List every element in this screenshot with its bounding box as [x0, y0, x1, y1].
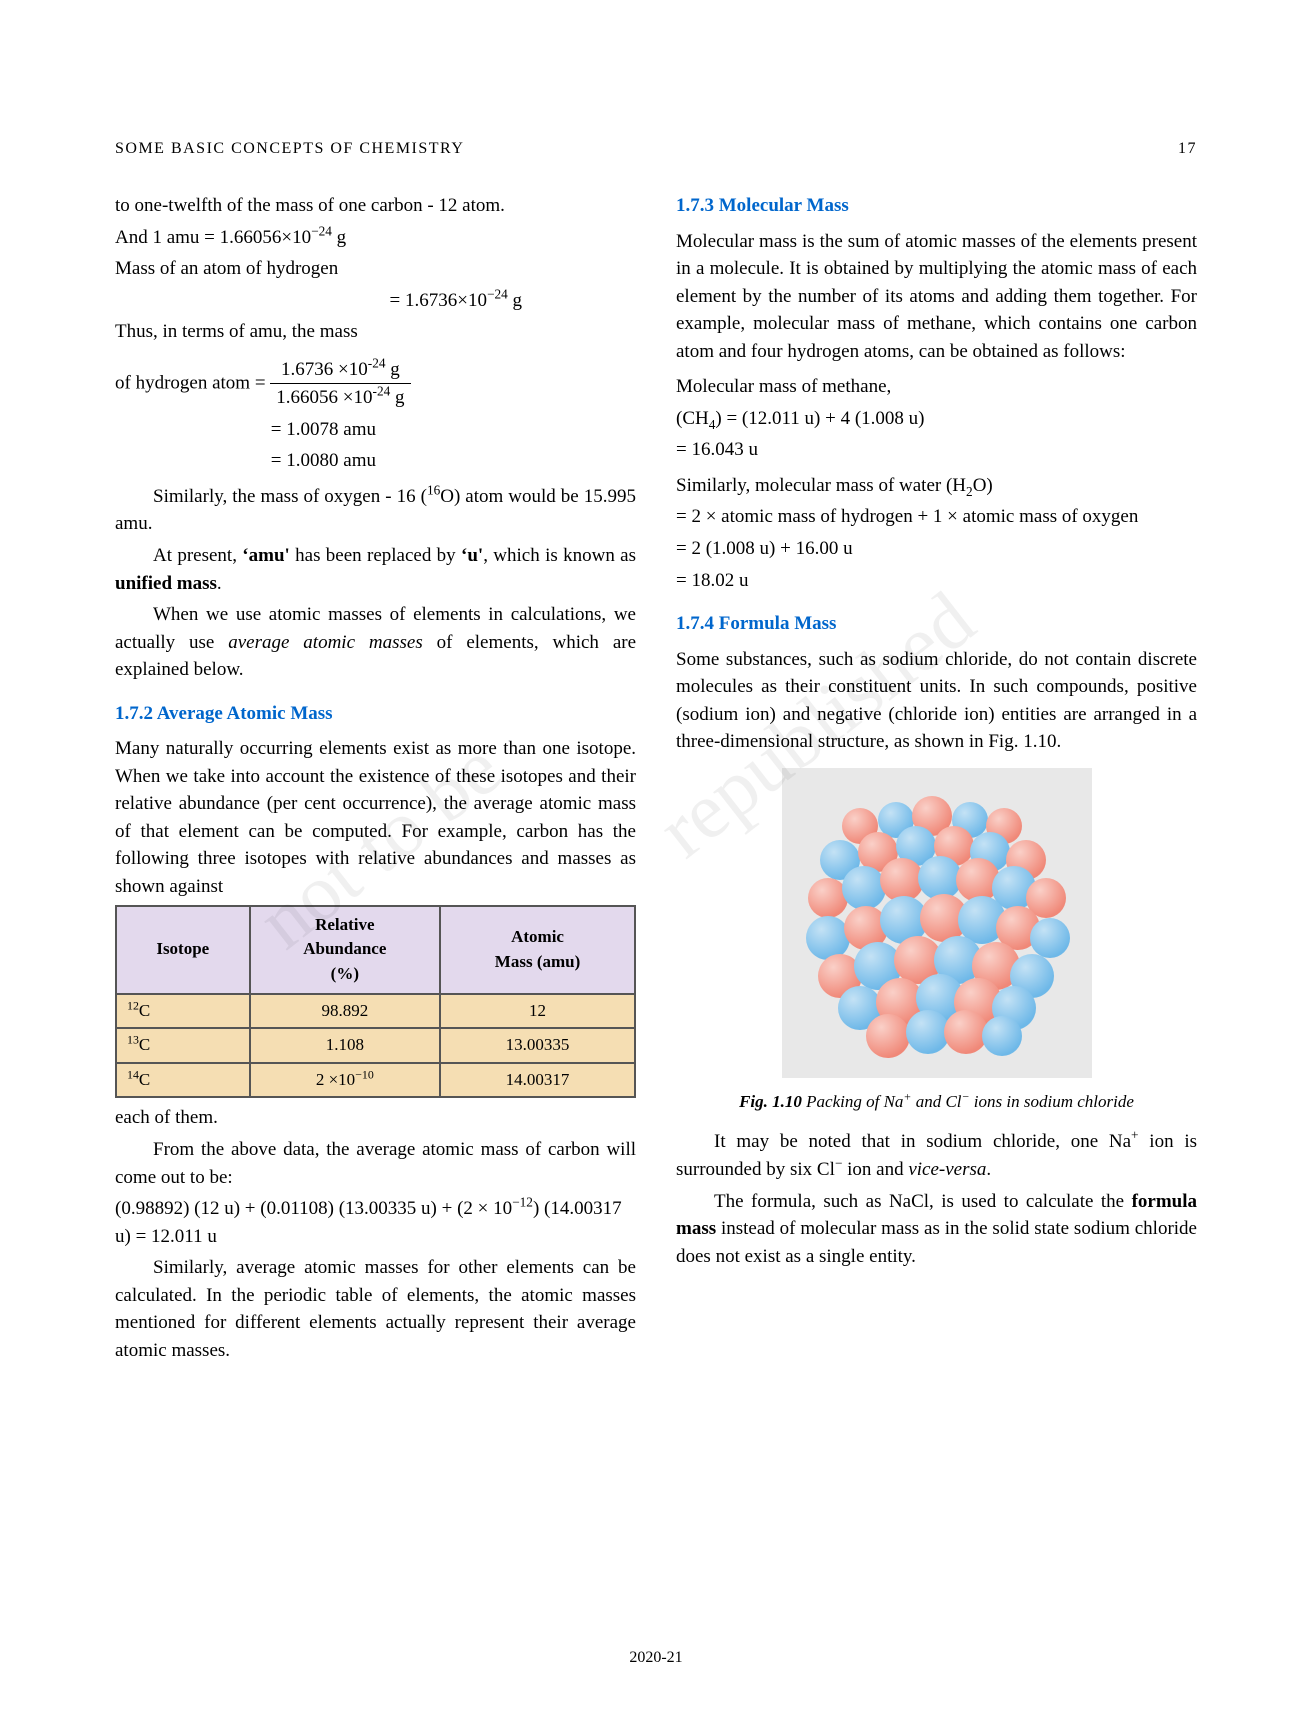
body-text: Some substances, such as sodium chloride… — [676, 646, 1197, 756]
body-text: = 1.6736×10−24 g — [115, 287, 636, 315]
body-text: (CH4) = (12.011 u) + 4 (1.008 u) — [676, 405, 1197, 433]
body-text: to one-twelfth of the mass of one carbon… — [115, 192, 636, 220]
body-text: Molecular mass is the sum of atomic mass… — [676, 228, 1197, 366]
sodium-ion — [1030, 918, 1070, 958]
chloride-ion — [944, 1010, 988, 1054]
figure-nacl — [782, 768, 1092, 1078]
body-text: Molecular mass of methane, — [676, 373, 1197, 401]
body-text: = 18.02 u — [676, 567, 1197, 595]
section-heading: 1.7.2 Average Atomic Mass — [115, 700, 636, 728]
sodium-ion — [806, 916, 850, 960]
body-text: = 2 × atomic mass of hydrogen + 1 × atom… — [676, 503, 1197, 531]
section-heading: 1.7.3 Molecular Mass — [676, 192, 1197, 220]
left-column: to one-twelfth of the mass of one carbon… — [115, 192, 636, 1368]
body-text: Similarly, average atomic masses for oth… — [115, 1254, 636, 1364]
sodium-ion — [918, 856, 962, 900]
body-text: Mass of an atom of hydrogen — [115, 255, 636, 283]
figure-caption: Fig. 1.10 Packing of Na+ and Cl− ions in… — [676, 1090, 1197, 1115]
body-text: = 16.043 u — [676, 436, 1197, 464]
chapter-title: SOME BASIC CONCEPTS OF CHEMISTRY — [115, 140, 464, 158]
body-text: (0.98892) (12 u) + (0.01108) (13.00335 u… — [115, 1195, 636, 1250]
equation-result: = 1.0078 amu — [115, 416, 636, 444]
section-heading: 1.7.4 Formula Mass — [676, 610, 1197, 638]
sodium-ion — [982, 1016, 1022, 1056]
page-number: 17 — [1178, 140, 1197, 158]
body-text: And 1 amu = 1.66056×10−24 g — [115, 224, 636, 252]
table-header: Isotope — [116, 906, 250, 994]
body-text: Similarly, the mass of oxygen - 16 (16O)… — [115, 483, 636, 538]
equation: of hydrogen atom = 1.6736 ×10-24 g 1.660… — [115, 356, 636, 412]
table-header: AtomicMass (amu) — [440, 906, 635, 994]
body-text: At present, ‘amu' has been replaced by ‘… — [115, 542, 636, 597]
page-header: SOME BASIC CONCEPTS OF CHEMISTRY 17 — [115, 140, 1197, 158]
body-text: The formula, such as NaCl, is used to ca… — [676, 1188, 1197, 1271]
body-text: It may be noted that in sodium chloride,… — [676, 1128, 1197, 1183]
isotope-table: Isotope RelativeAbundance(%) AtomicMass … — [115, 905, 636, 1099]
right-column: 1.7.3 Molecular Mass Molecular mass is t… — [676, 192, 1197, 1368]
content-columns: to one-twelfth of the mass of one carbon… — [115, 192, 1197, 1368]
chloride-ion — [808, 878, 848, 918]
nacl-diagram — [800, 786, 1074, 1060]
table-row: 12C98.89212 — [116, 994, 635, 1029]
table-row: 14C2 ×10−1014.00317 — [116, 1063, 635, 1098]
body-text: each of them. — [115, 1104, 636, 1132]
table-row: 13C1.10813.00335 — [116, 1028, 635, 1063]
chloride-ion — [866, 1014, 910, 1058]
equation-result: = 1.0080 amu — [115, 447, 636, 475]
body-text: Similarly, molecular mass of water (H2O) — [676, 472, 1197, 500]
chloride-ion — [880, 858, 924, 902]
sodium-ion — [842, 866, 886, 910]
body-text: When we use atomic masses of elements in… — [115, 601, 636, 684]
body-text: From the above data, the average atomic … — [115, 1136, 636, 1191]
table-header: RelativeAbundance(%) — [250, 906, 441, 994]
footer-year: 2020-21 — [0, 1649, 1312, 1667]
body-text: = 2 (1.008 u) + 16.00 u — [676, 535, 1197, 563]
sodium-ion — [906, 1010, 950, 1054]
body-text: Thus, in terms of amu, the mass — [115, 318, 636, 346]
body-text: Many naturally occurring elements exist … — [115, 735, 636, 900]
textbook-page: not to be republished SOME BASIC CONCEPT… — [0, 0, 1312, 1709]
